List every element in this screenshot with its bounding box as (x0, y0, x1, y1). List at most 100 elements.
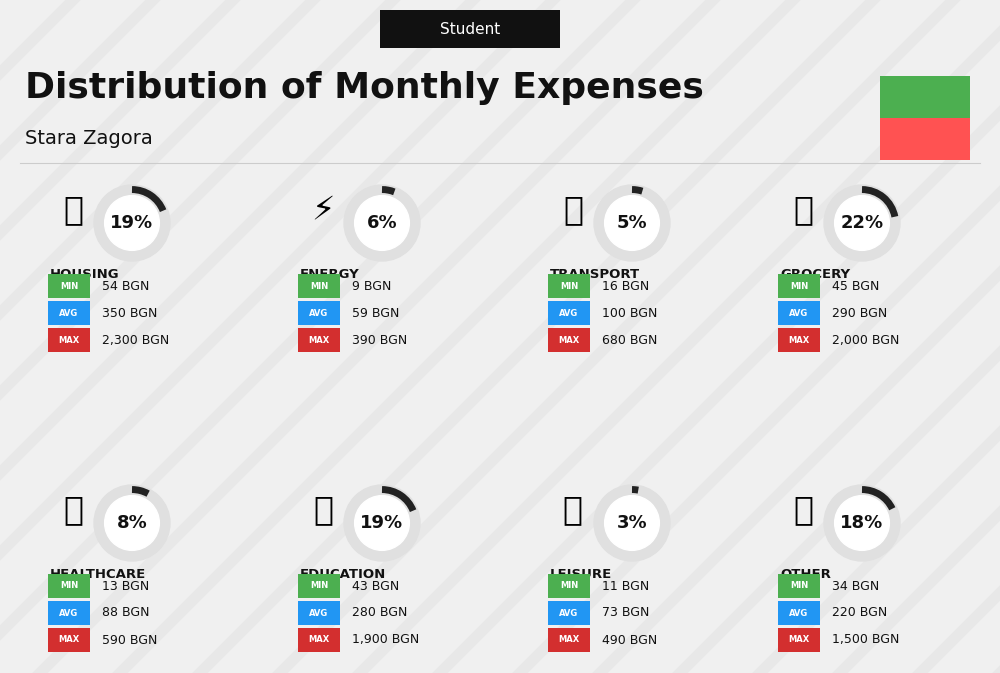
Text: MIN: MIN (310, 281, 328, 291)
Text: 490 BGN: 490 BGN (602, 633, 657, 647)
Text: 2,000 BGN: 2,000 BGN (832, 334, 899, 347)
Text: GROCERY: GROCERY (780, 268, 850, 281)
Text: 1,500 BGN: 1,500 BGN (832, 633, 899, 647)
Circle shape (344, 185, 420, 261)
FancyBboxPatch shape (48, 301, 90, 325)
Text: 43 BGN: 43 BGN (352, 579, 399, 592)
Text: MAX: MAX (558, 336, 580, 345)
FancyBboxPatch shape (778, 601, 820, 625)
Text: ENERGY: ENERGY (300, 268, 360, 281)
Text: 8%: 8% (117, 514, 147, 532)
Text: Student: Student (440, 22, 500, 36)
Circle shape (105, 196, 159, 250)
Text: HEALTHCARE: HEALTHCARE (50, 568, 146, 581)
Text: 19%: 19% (360, 514, 404, 532)
Text: AVG: AVG (789, 608, 809, 618)
Text: 3%: 3% (617, 514, 647, 532)
Text: 290 BGN: 290 BGN (832, 306, 887, 320)
Text: 45 BGN: 45 BGN (832, 279, 879, 293)
Text: 100 BGN: 100 BGN (602, 306, 657, 320)
Text: 88 BGN: 88 BGN (102, 606, 150, 620)
FancyBboxPatch shape (48, 328, 90, 352)
Text: 54 BGN: 54 BGN (102, 279, 149, 293)
Text: MIN: MIN (60, 281, 78, 291)
Text: 🎓: 🎓 (313, 493, 333, 526)
Text: 59 BGN: 59 BGN (352, 306, 399, 320)
Text: ⚡: ⚡ (311, 194, 335, 227)
Text: EDUCATION: EDUCATION (300, 568, 386, 581)
Text: 19%: 19% (110, 214, 154, 232)
FancyBboxPatch shape (48, 628, 90, 652)
Circle shape (94, 485, 170, 561)
Text: 22%: 22% (840, 214, 884, 232)
Text: 9 BGN: 9 BGN (352, 279, 391, 293)
Text: 34 BGN: 34 BGN (832, 579, 879, 592)
Text: Distribution of Monthly Expenses: Distribution of Monthly Expenses (25, 71, 704, 105)
Text: MIN: MIN (790, 281, 808, 291)
Text: 🚌: 🚌 (563, 194, 583, 227)
FancyBboxPatch shape (778, 628, 820, 652)
FancyBboxPatch shape (298, 328, 340, 352)
Text: Stara Zagora: Stara Zagora (25, 129, 153, 147)
Text: 🛍️: 🛍️ (563, 493, 583, 526)
FancyBboxPatch shape (48, 274, 90, 298)
Text: 👝: 👝 (793, 493, 813, 526)
Text: 2,300 BGN: 2,300 BGN (102, 334, 169, 347)
FancyBboxPatch shape (548, 328, 590, 352)
Circle shape (344, 485, 420, 561)
Text: MAX: MAX (558, 635, 580, 645)
FancyBboxPatch shape (778, 301, 820, 325)
FancyBboxPatch shape (298, 601, 340, 625)
FancyBboxPatch shape (380, 10, 560, 48)
Text: OTHER: OTHER (780, 568, 831, 581)
Text: 🏢: 🏢 (63, 194, 83, 227)
Circle shape (835, 495, 889, 551)
Text: MAX: MAX (788, 336, 810, 345)
FancyBboxPatch shape (548, 574, 590, 598)
Text: MAX: MAX (788, 635, 810, 645)
FancyBboxPatch shape (880, 118, 970, 160)
Text: 350 BGN: 350 BGN (102, 306, 157, 320)
Text: 590 BGN: 590 BGN (102, 633, 157, 647)
Text: MAX: MAX (58, 635, 80, 645)
FancyBboxPatch shape (778, 328, 820, 352)
Text: MAX: MAX (308, 336, 330, 345)
Text: 13 BGN: 13 BGN (102, 579, 149, 592)
FancyBboxPatch shape (778, 574, 820, 598)
Text: 18%: 18% (840, 514, 884, 532)
FancyBboxPatch shape (298, 274, 340, 298)
Circle shape (355, 196, 409, 250)
FancyBboxPatch shape (48, 574, 90, 598)
Text: 680 BGN: 680 BGN (602, 334, 657, 347)
Text: 💊: 💊 (63, 493, 83, 526)
Text: AVG: AVG (59, 608, 79, 618)
Circle shape (105, 495, 159, 551)
Text: MIN: MIN (560, 581, 578, 590)
FancyBboxPatch shape (880, 76, 970, 118)
FancyBboxPatch shape (778, 274, 820, 298)
Text: HOUSING: HOUSING (50, 268, 120, 281)
Text: LEISURE: LEISURE (550, 568, 612, 581)
Text: 16 BGN: 16 BGN (602, 279, 649, 293)
Circle shape (824, 485, 900, 561)
Circle shape (605, 495, 659, 551)
Text: 5%: 5% (617, 214, 647, 232)
Text: MIN: MIN (790, 581, 808, 590)
FancyBboxPatch shape (298, 574, 340, 598)
Text: 390 BGN: 390 BGN (352, 334, 407, 347)
Circle shape (824, 185, 900, 261)
Text: MIN: MIN (560, 281, 578, 291)
Text: AVG: AVG (559, 608, 579, 618)
Text: MIN: MIN (60, 581, 78, 590)
Text: MAX: MAX (58, 336, 80, 345)
Circle shape (835, 196, 889, 250)
Text: AVG: AVG (789, 308, 809, 318)
Circle shape (594, 485, 670, 561)
Text: MAX: MAX (308, 635, 330, 645)
Text: 1,900 BGN: 1,900 BGN (352, 633, 419, 647)
Text: AVG: AVG (309, 308, 329, 318)
Text: AVG: AVG (59, 308, 79, 318)
FancyBboxPatch shape (48, 601, 90, 625)
Text: 280 BGN: 280 BGN (352, 606, 407, 620)
Text: 220 BGN: 220 BGN (832, 606, 887, 620)
